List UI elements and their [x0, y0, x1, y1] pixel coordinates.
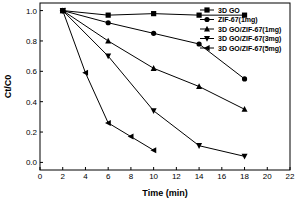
- x-tick-label: 16: [217, 172, 226, 181]
- x-tick-label: 10: [149, 172, 158, 181]
- x-tick-label: 12: [172, 172, 181, 181]
- y-tick-label: 0.4: [26, 98, 38, 107]
- legend-label: 3D GO/ZIF-67(3mg): [218, 35, 281, 43]
- x-tick-label: 14: [195, 172, 204, 181]
- legend-label: 3D GO/ZIF-67(5mg): [218, 45, 281, 53]
- x-tick: [290, 167, 291, 170]
- data-point: [242, 154, 248, 160]
- data-point: [60, 8, 65, 13]
- x-axis-label: Time (min): [142, 188, 187, 198]
- x-tick-label: 4: [83, 172, 88, 181]
- legend-label: 3D GO/ZIF-67(1mg): [218, 26, 281, 34]
- data-point: [242, 106, 248, 112]
- legend-marker: [204, 7, 209, 12]
- y-tick: [40, 162, 43, 163]
- x-tick: [267, 167, 268, 170]
- data-point: [151, 11, 156, 16]
- x-tick: [153, 167, 154, 170]
- data-point: [106, 13, 111, 18]
- series-line: [63, 11, 154, 151]
- x-tick: [130, 167, 131, 170]
- x-tick: [40, 167, 41, 170]
- data-point: [150, 147, 156, 153]
- x-tick: [108, 167, 109, 170]
- data-point: [151, 108, 157, 114]
- x-tick: [221, 167, 222, 170]
- data-point: [151, 65, 157, 71]
- y-tick: [40, 132, 43, 133]
- legend-marker: [204, 26, 210, 32]
- data-point: [196, 41, 201, 46]
- plot-frame: [40, 3, 290, 170]
- x-tick: [244, 167, 245, 170]
- data-point: [106, 20, 111, 25]
- x-tick-label: 20: [263, 172, 272, 181]
- data-point: [128, 134, 134, 140]
- y-tick: [40, 10, 43, 11]
- y-axis-label: Ct/C0: [3, 75, 13, 99]
- legend-label: ZIF-67(1mg): [218, 16, 258, 24]
- legend-marker: [204, 36, 210, 42]
- data-point: [196, 13, 201, 18]
- x-tick-label: 0: [38, 172, 43, 181]
- data-point: [60, 8, 65, 13]
- x-tick-label: 2: [61, 172, 66, 181]
- y-tick-label: 1.0: [26, 7, 38, 16]
- data-point: [105, 38, 111, 44]
- data-point: [196, 143, 202, 149]
- x-tick-label: 8: [129, 172, 134, 181]
- y-tick: [40, 101, 43, 102]
- y-tick: [40, 71, 43, 72]
- legend-marker: [204, 17, 209, 22]
- x-tick: [62, 167, 63, 170]
- y-tick-label: 0.6: [26, 67, 38, 76]
- legend-label: 3D GO: [218, 7, 240, 14]
- data-point: [60, 8, 66, 14]
- data-point: [105, 120, 111, 126]
- y-tick: [40, 40, 43, 41]
- x-tick: [85, 167, 86, 170]
- x-tick-label: 22: [286, 172, 295, 181]
- legend-marker: [204, 45, 210, 51]
- data-point: [82, 70, 88, 76]
- data-point: [196, 83, 202, 89]
- data-point: [105, 54, 111, 60]
- y-tick-label: 0.8: [26, 37, 38, 46]
- x-tick: [199, 167, 200, 170]
- data-point: [60, 8, 66, 14]
- data-point: [242, 76, 247, 81]
- data-point: [151, 31, 156, 36]
- x-tick-label: 18: [240, 172, 249, 181]
- y-tick-label: 0.0: [26, 158, 38, 167]
- data-point: [60, 7, 66, 13]
- x-tick: [176, 167, 177, 170]
- y-tick-label: 0.2: [26, 128, 38, 137]
- x-tick-label: 6: [106, 172, 111, 181]
